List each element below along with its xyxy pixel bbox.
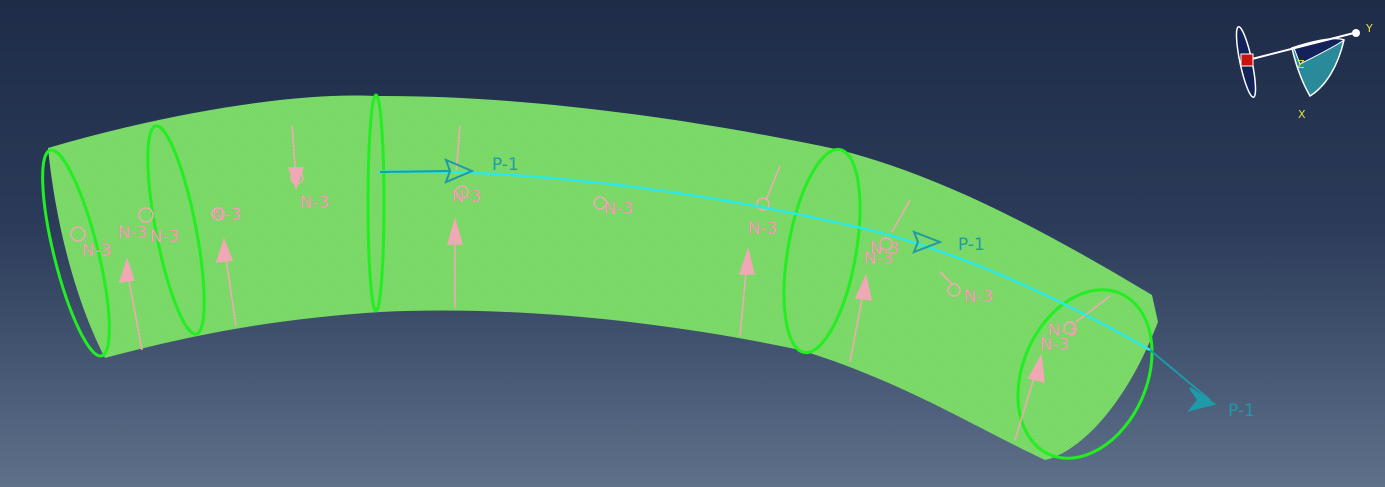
load-arrow [1075, 295, 1111, 323]
node-label: N-3 [212, 205, 242, 225]
node-label: N-3 [300, 193, 330, 213]
node-labels: N-3 N-3 N-3 N-3 N-3 N-3 N-3 N-3 N-3 N-3 … [82, 187, 1078, 355]
node-label: N-3 [964, 287, 994, 307]
load-symbol [70, 226, 86, 242]
load-symbol [455, 185, 469, 199]
path-label: P-1 [1228, 401, 1255, 421]
triad-label-x: X [1298, 108, 1306, 121]
load-symbol [879, 237, 893, 251]
load-symbol [1063, 321, 1077, 335]
load-arrow [118, 257, 143, 351]
load-arrow [215, 237, 237, 327]
triad-origin [1240, 53, 1254, 67]
triad-axis-y-tip [1352, 29, 1360, 37]
path-labels: P-1 P-1 P-1 [492, 155, 1255, 421]
load-arrow [939, 271, 953, 285]
node-label: N-3 [864, 249, 894, 269]
section-ring [41, 148, 111, 358]
path-p1[interactable] [377, 158, 1217, 412]
node-label: N-3 [748, 219, 778, 239]
load-arrow [455, 125, 461, 175]
node-label: N-3 [870, 239, 900, 259]
path-arrow [444, 158, 475, 184]
load-arrow [738, 247, 756, 337]
path-label: P-1 [958, 235, 985, 255]
node-label: N-3 [604, 199, 634, 219]
load-arrow [849, 273, 873, 363]
load-arrow [446, 217, 464, 308]
load-arrows [118, 125, 1111, 441]
load-arrow [891, 199, 911, 233]
load-symbol [756, 197, 770, 211]
view-triad[interactable]: Y Z X [1233, 22, 1373, 121]
load-symbol [593, 196, 607, 210]
section-ring [146, 124, 206, 336]
node-label: N-3 [118, 223, 148, 243]
triad-label-y: Y [1365, 22, 1373, 35]
path-arrow [912, 230, 943, 254]
load-symbol [211, 207, 225, 221]
load-symbol [290, 171, 304, 185]
load-arrow [1014, 353, 1045, 441]
node-label: N-3 [1040, 335, 1070, 355]
section-ring [782, 147, 862, 355]
section-ring [366, 93, 386, 313]
load-symbol [138, 207, 154, 223]
triad-label-z: Z [1297, 58, 1305, 71]
section-ring [1016, 288, 1154, 460]
node-label: N-3 [150, 227, 180, 247]
triad-axis-y [1247, 32, 1355, 61]
load-symbols [70, 171, 1077, 335]
section-rings [41, 93, 1154, 460]
path-label: P-1 [492, 155, 519, 175]
node-label: N-3 [82, 241, 112, 261]
load-arrow [765, 165, 781, 201]
pipe-surface[interactable] [48, 95, 1158, 460]
node-label: N-3 [1048, 321, 1078, 341]
node-label: N-3 [452, 187, 482, 207]
path-arrow [1187, 387, 1217, 412]
load-symbol [947, 283, 961, 297]
